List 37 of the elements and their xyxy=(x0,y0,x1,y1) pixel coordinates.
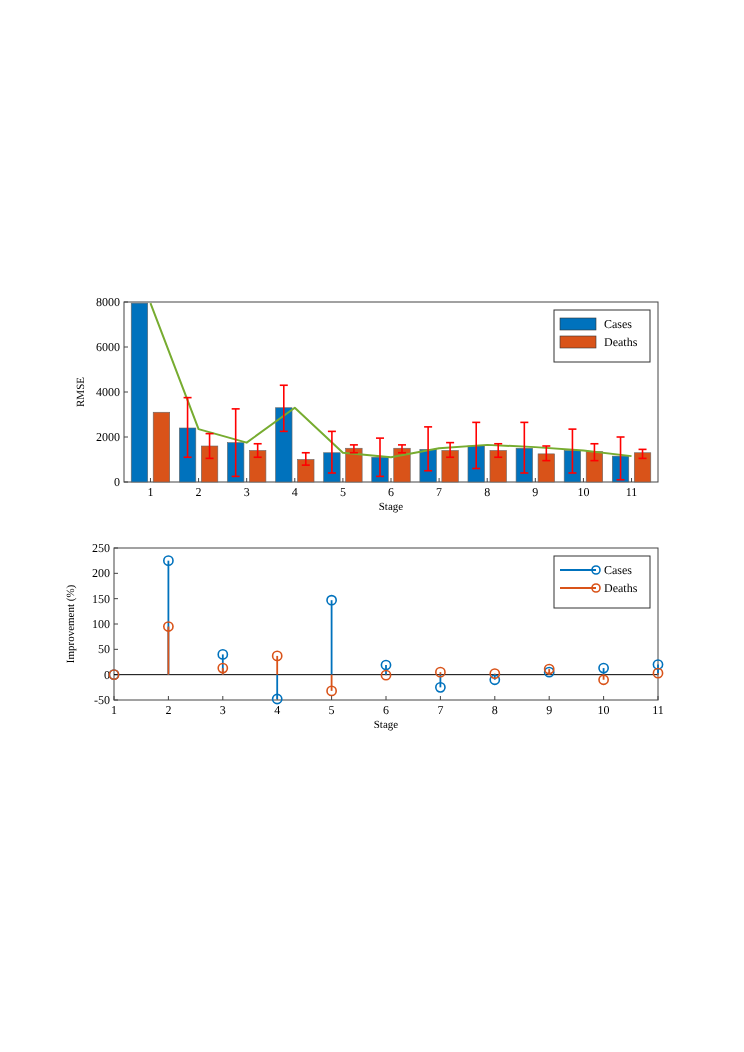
point xyxy=(598,674,609,686)
bar xyxy=(249,450,267,483)
point xyxy=(380,669,392,681)
bar xyxy=(537,453,555,483)
bar xyxy=(467,445,485,483)
point xyxy=(326,685,337,697)
bar xyxy=(585,451,603,483)
point xyxy=(435,666,446,678)
point xyxy=(489,674,501,686)
bar xyxy=(563,450,581,483)
bar xyxy=(633,452,652,483)
point xyxy=(271,693,283,705)
bar xyxy=(612,455,630,483)
bar xyxy=(489,450,507,483)
point xyxy=(163,555,174,567)
point xyxy=(163,621,174,632)
bar xyxy=(152,411,170,483)
point xyxy=(652,659,664,670)
point xyxy=(652,667,664,679)
bar xyxy=(130,302,149,483)
point xyxy=(217,649,229,660)
point xyxy=(598,662,609,674)
bar xyxy=(345,447,363,483)
point xyxy=(326,594,337,606)
point xyxy=(271,650,283,662)
point xyxy=(489,668,501,680)
point xyxy=(435,681,446,693)
bar xyxy=(515,447,533,483)
bar xyxy=(297,459,315,483)
bar xyxy=(201,445,219,483)
point xyxy=(217,662,229,674)
bar xyxy=(227,442,245,483)
bar xyxy=(275,407,293,483)
bar xyxy=(179,427,197,483)
point xyxy=(380,659,392,671)
line-series xyxy=(149,302,633,459)
bar xyxy=(441,450,459,483)
